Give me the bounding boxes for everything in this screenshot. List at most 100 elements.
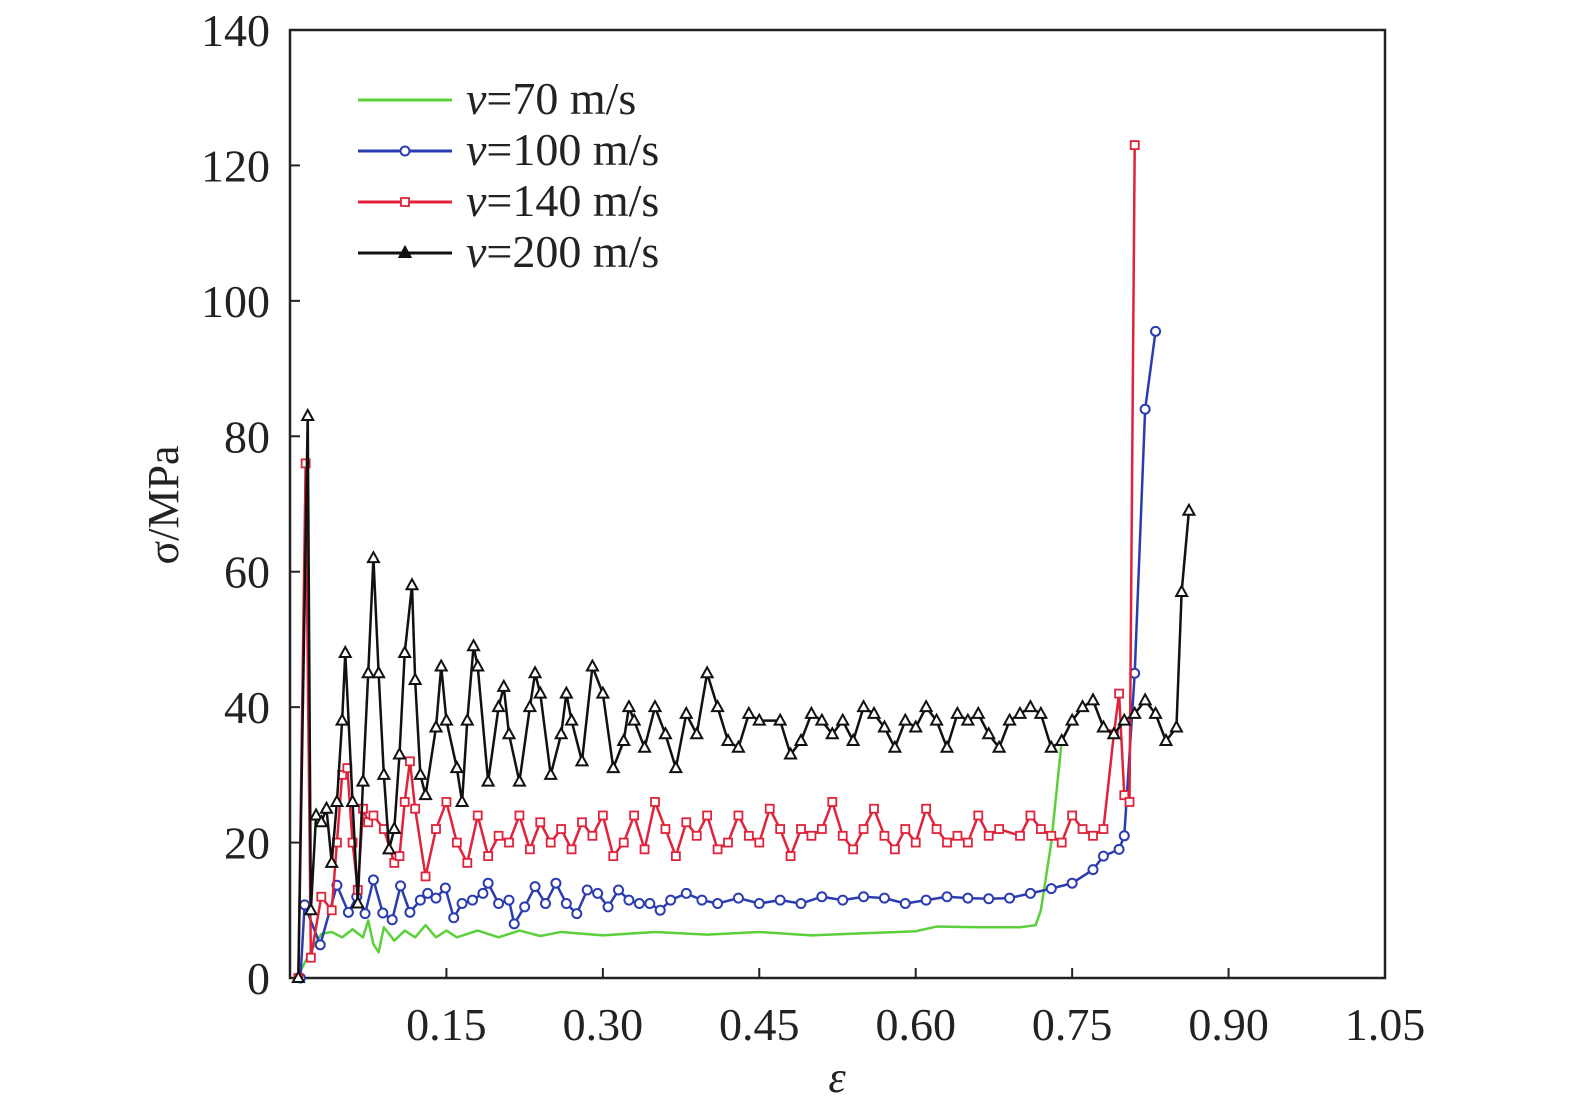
data-point-triangle <box>376 766 392 780</box>
data-point-square <box>608 851 619 862</box>
data-point-square <box>785 851 796 862</box>
data-point-triangle <box>991 739 1007 753</box>
data-point-square <box>368 810 379 821</box>
data-point-square <box>577 817 587 828</box>
x-tick-label: 0.60 <box>875 999 956 1050</box>
data-point-square <box>858 824 869 834</box>
data-point-square <box>1015 830 1025 841</box>
data-point-square <box>618 837 629 848</box>
data-point-circle <box>1087 864 1099 876</box>
data-point-triangle <box>835 712 850 726</box>
data-point-square <box>837 830 848 841</box>
legend-label-speed: =70 m/s <box>486 73 636 124</box>
data-point-circle <box>1004 892 1016 904</box>
data-point-triangle <box>772 712 788 726</box>
axis-ticks: 0.15 0.30 0.45 0.60 0.75 0.90 1.05 0 20 40 60 80 100… <box>201 5 1425 1050</box>
legend-label: v=100 m/s <box>466 124 659 175</box>
data-point-triangle <box>752 712 767 726</box>
series-200ms <box>291 407 1197 983</box>
data-point-square <box>326 905 337 916</box>
data-point-triangle <box>960 712 976 726</box>
data-point-triangle <box>543 766 558 780</box>
data-point-triangle <box>314 814 329 828</box>
data-point-triangle <box>1054 732 1069 746</box>
data-point-circle <box>602 901 614 913</box>
data-point-circle <box>816 891 828 903</box>
data-point-circle <box>399 145 411 157</box>
data-point-triangle <box>413 766 428 780</box>
data-point-triangle <box>866 705 882 719</box>
data-point-square <box>848 844 859 855</box>
data-point-square <box>566 844 577 855</box>
data-point-circle <box>1118 830 1130 842</box>
data-point-square <box>597 810 608 821</box>
legend-label-v: v <box>466 175 487 226</box>
data-point-triangle <box>407 671 423 686</box>
legend: v=70 m/sv=100 m/sv=140 m/sv=200 m/s <box>358 73 659 277</box>
data-point-square <box>389 857 400 868</box>
data-point-square <box>723 837 733 848</box>
data-point-triangle <box>308 807 324 821</box>
data-point-circle <box>696 894 708 906</box>
data-point-triangle <box>939 739 955 753</box>
data-point-triangle <box>1181 502 1197 516</box>
data-point-triangle <box>1127 705 1142 719</box>
data-point-circle <box>508 918 520 930</box>
data-point-square <box>796 824 806 834</box>
data-point-triangle <box>512 773 527 787</box>
data-point-circle <box>1024 887 1036 899</box>
x-tick-label: 0.90 <box>1188 999 1269 1050</box>
data-point-triangle <box>329 793 345 807</box>
data-point-circle <box>858 891 870 903</box>
data-point-square <box>827 797 838 807</box>
data-point-circle <box>482 877 494 889</box>
data-point-square <box>670 851 681 862</box>
series-140ms <box>293 140 1140 983</box>
data-point-square <box>545 837 556 848</box>
data-point-triangle <box>689 726 704 740</box>
data-point-triangle <box>1044 739 1059 753</box>
y-tick-label: 0 <box>247 953 270 1004</box>
data-point-triangle <box>449 760 465 774</box>
data-point-circle <box>540 898 551 910</box>
data-point-circle <box>367 874 379 886</box>
data-point-square <box>1067 810 1078 821</box>
y-tick-label: 20 <box>224 818 270 869</box>
plot-frame <box>288 28 1387 980</box>
data-point-circle <box>477 887 489 899</box>
data-point-circle <box>395 880 407 892</box>
data-point-square <box>629 810 640 821</box>
data-point-triangle <box>559 685 574 699</box>
data-point-square <box>483 851 494 862</box>
legend-item: v=70 m/s <box>358 73 636 124</box>
data-point-triangle <box>626 712 642 726</box>
data-point-triangle <box>366 550 381 564</box>
data-point-circle <box>359 908 371 920</box>
data-point-triangle <box>720 732 736 746</box>
data-point-triangle <box>338 644 353 658</box>
data-point-triangle <box>439 712 454 726</box>
data-point-circle <box>439 882 451 894</box>
x-tick-label: 0.45 <box>719 999 800 1050</box>
y-tick-label: 40 <box>224 682 270 733</box>
data-point-square <box>441 797 452 807</box>
data-point-square <box>316 891 327 902</box>
data-point-square <box>806 830 817 841</box>
data-point-square <box>400 197 410 207</box>
data-point-circle <box>430 892 442 904</box>
data-point-triangle <box>466 638 481 652</box>
data-point-square <box>889 844 900 855</box>
data-point-triangle <box>1012 705 1028 719</box>
data-point-triangle <box>355 773 371 787</box>
data-point-triangle <box>793 732 809 746</box>
legend-label-v: v <box>466 226 487 277</box>
data-point-triangle <box>319 800 334 814</box>
data-point-square <box>451 837 462 848</box>
data-point-triangle <box>300 407 315 421</box>
data-point-square <box>347 837 358 848</box>
data-point-triangle <box>501 726 517 740</box>
data-point-triangle <box>950 705 965 719</box>
y-tick-label: 100 <box>201 276 270 327</box>
data-point-square <box>660 824 671 834</box>
data-point-circle <box>983 893 995 905</box>
